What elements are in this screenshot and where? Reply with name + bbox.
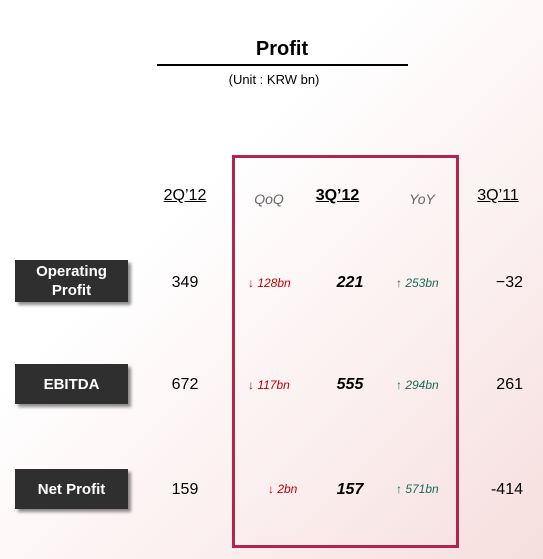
operating-profit-3q12: 221: [336, 274, 364, 291]
row-label-ebitda: EBITDA: [15, 364, 128, 404]
column-header-2q12: 2Q’12: [163, 187, 207, 204]
ebitda-3q12: 555: [336, 376, 364, 393]
ebitda-yoy: ↑ 294bn: [396, 378, 439, 392]
operating-profit-yoy: ↑ 253bn: [396, 276, 439, 290]
ebitda-qoq: ↓ 117bn: [248, 378, 290, 392]
current-quarter-highlight-box: [232, 155, 459, 548]
column-header-yoy: YoY: [409, 191, 435, 207]
net-profit-yoy: ↑ 571bn: [396, 482, 439, 496]
net-profit-3q12: 157: [336, 481, 364, 498]
row-label-operating-profit: Operating Profit: [15, 260, 128, 302]
row-label-line: Operating: [36, 263, 107, 280]
net-profit-3q11: -414: [490, 481, 523, 498]
operating-profit-qoq: ↓ 128bn: [248, 276, 291, 290]
operating-profit-3q11: −32: [495, 274, 523, 291]
column-header-3q11: 3Q’11: [477, 187, 519, 204]
ebitda-2q12: 672: [171, 376, 199, 393]
row-label-net-profit: Net Profit: [15, 469, 128, 509]
net-profit-2q12: 159: [171, 481, 199, 498]
operating-profit-2q12: 349: [171, 274, 199, 291]
ebitda-3q11: 261: [496, 376, 523, 393]
title-underline: [157, 64, 408, 66]
column-header-qoq: QoQ: [254, 191, 284, 207]
unit-note: (Unit : KRW bn): [228, 72, 320, 87]
net-profit-qoq: ↓ 2bn: [268, 482, 298, 496]
page-title: Profit: [255, 38, 309, 60]
column-header-3q12: 3Q’12: [315, 187, 360, 204]
row-label-line: Profit: [51, 282, 92, 299]
